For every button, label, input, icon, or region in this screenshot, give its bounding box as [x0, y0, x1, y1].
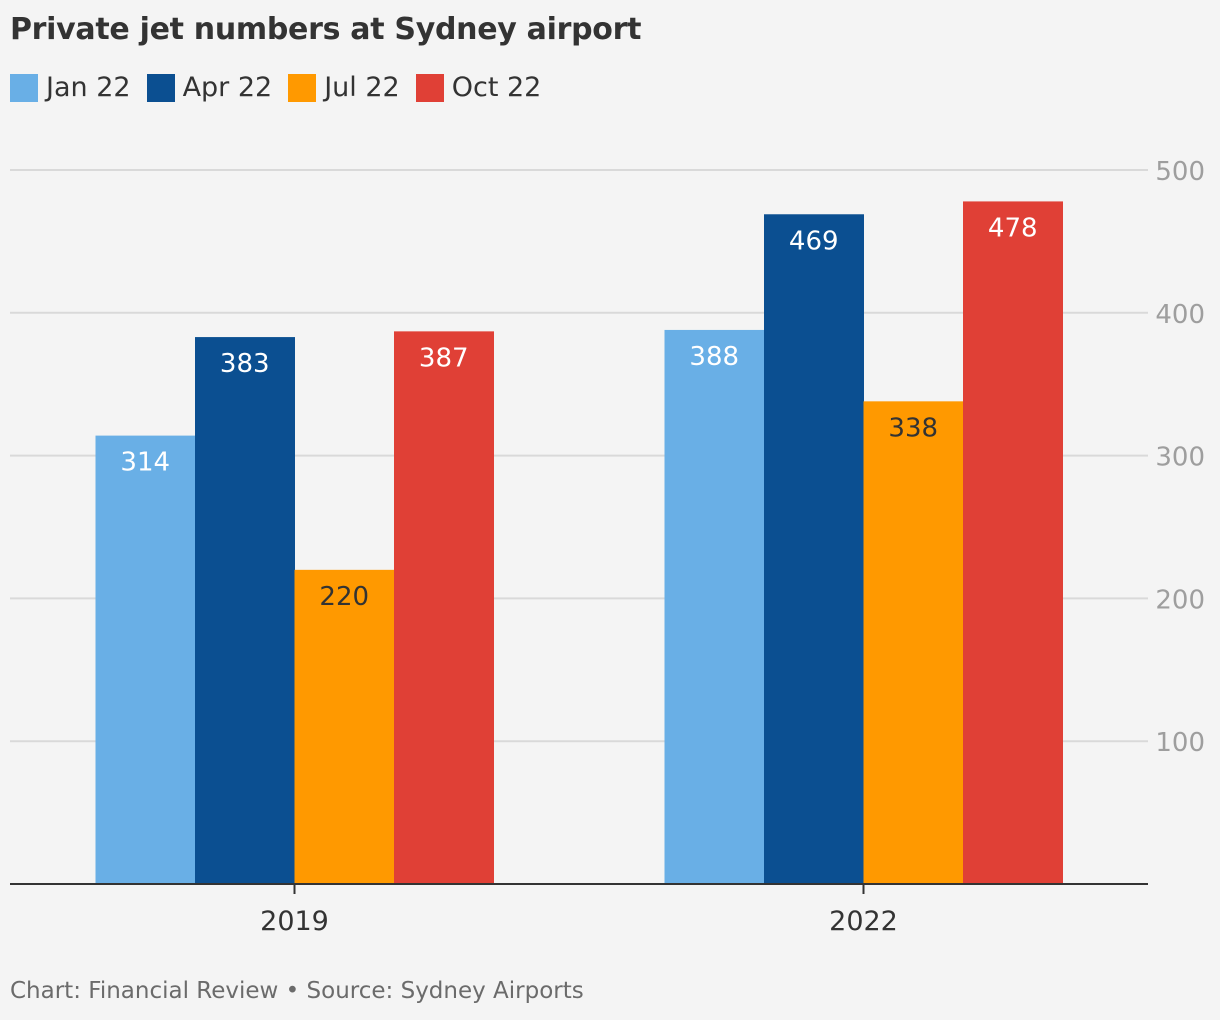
axes: 100 200 300 400 500 2019 2022	[10, 157, 1205, 937]
data-label-2022-oct-22: 478	[988, 213, 1038, 243]
legend-swatch-apr	[146, 73, 175, 102]
chart-title: Private jet numbers at Sydney airport	[10, 12, 642, 47]
bar-2022-apr-22	[764, 214, 864, 884]
legend-label-oct: Oct 22	[451, 72, 542, 103]
data-label-2019-oct-22: 387	[419, 343, 469, 373]
chart-footer: Chart: Financial Review • Source: Sydney…	[10, 978, 584, 1004]
legend-item-jul: Jul 22	[288, 72, 400, 103]
legend-label-apr: Apr 22	[182, 72, 273, 103]
legend-label-jul: Jul 22	[324, 72, 400, 103]
data-label-2022-jan-22: 388	[689, 342, 739, 372]
bars: 314 383 220 387 388 469 338 478	[95, 201, 1063, 884]
bar-2019-jul-22	[294, 569, 395, 884]
x-tick-label-2019: 2019	[260, 906, 329, 937]
legend-swatch-oct	[415, 73, 444, 102]
legend-swatch-jan	[10, 73, 38, 102]
data-label-2022-apr-22: 469	[789, 226, 839, 256]
bar-2019-apr-22	[195, 337, 295, 884]
y-tick-label-100: 100	[1155, 728, 1205, 758]
data-label-2022-jul-22: 338	[888, 413, 938, 443]
y-tick-label-500: 500	[1155, 157, 1205, 187]
bar-chart: 314 383 220 387 388 469 338 478 100 200 300 400 500…	[10, 157, 1205, 937]
data-label-2019-apr-22: 383	[220, 349, 270, 379]
y-tick-label-400: 400	[1155, 300, 1205, 330]
bar-2022-jan-22	[664, 329, 765, 884]
legend-swatch-jul	[288, 73, 317, 102]
bar-2019-oct-22	[394, 331, 494, 884]
legend-item-jan: Jan 22	[10, 72, 131, 103]
data-label-2019-jul-22: 220	[319, 582, 369, 612]
data-label-2019-jan-22: 314	[120, 448, 170, 478]
legend-label-jan: Jan 22	[46, 72, 131, 103]
legend-item-oct: Oct 22	[415, 72, 542, 103]
chart-legend: Jan 22 Apr 22 Jul 22 Oct 22	[10, 72, 557, 103]
bar-2019-jan-22	[95, 435, 196, 884]
bar-2022-oct-22	[963, 201, 1063, 884]
y-tick-label-200: 200	[1155, 585, 1205, 615]
legend-item-apr: Apr 22	[146, 72, 273, 103]
bar-2022-jul-22	[863, 401, 964, 884]
y-tick-label-300: 300	[1155, 443, 1205, 473]
x-tick-label-2022: 2022	[829, 906, 898, 937]
